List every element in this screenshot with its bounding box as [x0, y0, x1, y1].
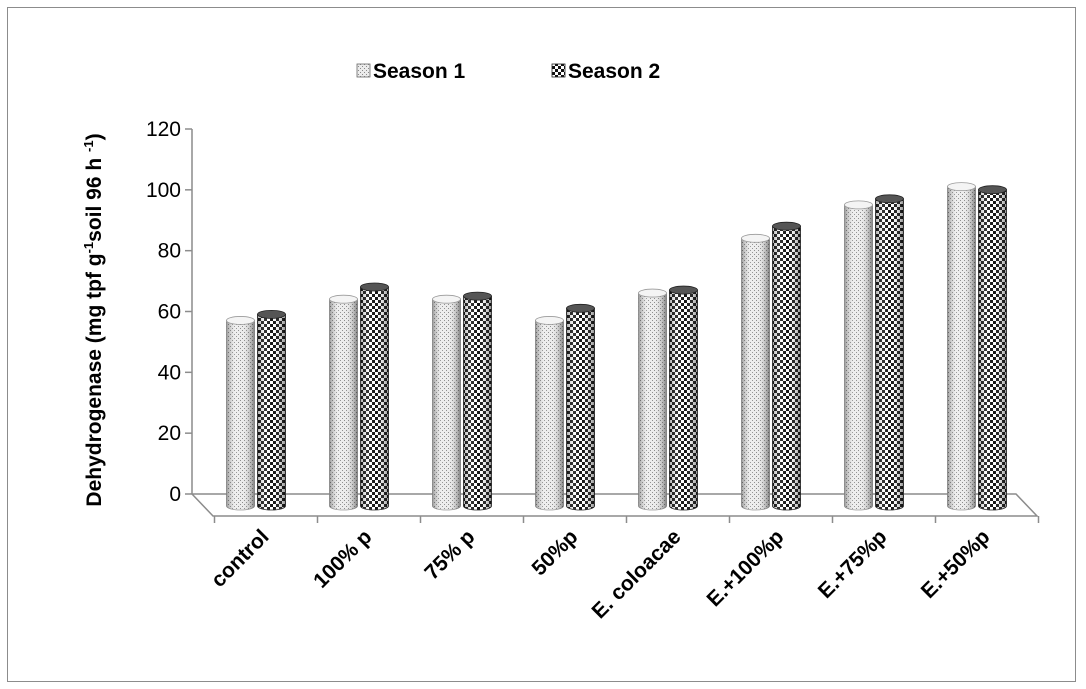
- y-tick-label: 120: [146, 118, 181, 141]
- bar-2: [257, 309, 286, 511]
- legend: Season 1 Season 2: [356, 60, 660, 83]
- chart-floor: [190, 493, 1039, 517]
- x-category-label: 75% p: [420, 525, 479, 584]
- bar-1: [329, 294, 358, 511]
- bar-1: [638, 288, 667, 511]
- bars: [226, 182, 1007, 511]
- y-tick-label: 20: [158, 422, 181, 445]
- bar-2: [669, 285, 698, 511]
- x-category-label: control: [207, 525, 274, 592]
- legend-swatch-season-2: [551, 63, 566, 78]
- bar-1: [535, 316, 564, 511]
- bar-1: [947, 182, 976, 511]
- x-category-label: E.+50%p: [917, 525, 995, 603]
- bar-2: [566, 303, 595, 511]
- y-tick-label: 100: [146, 179, 181, 202]
- y-tick-label: 80: [158, 240, 181, 263]
- legend-swatch-season-1: [356, 63, 371, 78]
- x-category-label: E.+100%p: [703, 525, 789, 611]
- x-ticks: [213, 516, 1040, 523]
- y-ticks: 0 20 40 60 80 100 120: [146, 118, 192, 506]
- x-category-label: 50%p: [527, 525, 582, 580]
- bar-1: [432, 294, 461, 511]
- legend-label-season-2: Season 2: [568, 60, 660, 83]
- y-axis-title: Dehydrogenase (mg tpf g-1soil 96 h -1): [81, 133, 106, 506]
- legend-label-season-1: Season 1: [373, 60, 466, 83]
- bar-2: [772, 221, 801, 511]
- legend-item-season-2: Season 2: [551, 60, 660, 83]
- legend-item-season-1: Season 1: [356, 60, 466, 83]
- bar-2: [360, 282, 389, 511]
- bar-2: [875, 194, 904, 511]
- y-tick-label: 40: [158, 361, 181, 384]
- bar-1: [741, 233, 770, 511]
- x-category-label: E. coloacae: [588, 525, 686, 623]
- bar-1: [226, 316, 255, 511]
- x-category-label: E.+75%p: [814, 525, 892, 603]
- bar-2: [978, 185, 1007, 511]
- bar-2: [463, 291, 492, 511]
- y-tick-label: 0: [169, 483, 181, 506]
- x-category-label: 100% p: [309, 525, 376, 592]
- bar-1: [844, 200, 873, 511]
- y-tick-label: 60: [158, 301, 181, 324]
- category-labels: control 100% p 75% p 50%p E. coloacae E.+100%…: [207, 525, 995, 623]
